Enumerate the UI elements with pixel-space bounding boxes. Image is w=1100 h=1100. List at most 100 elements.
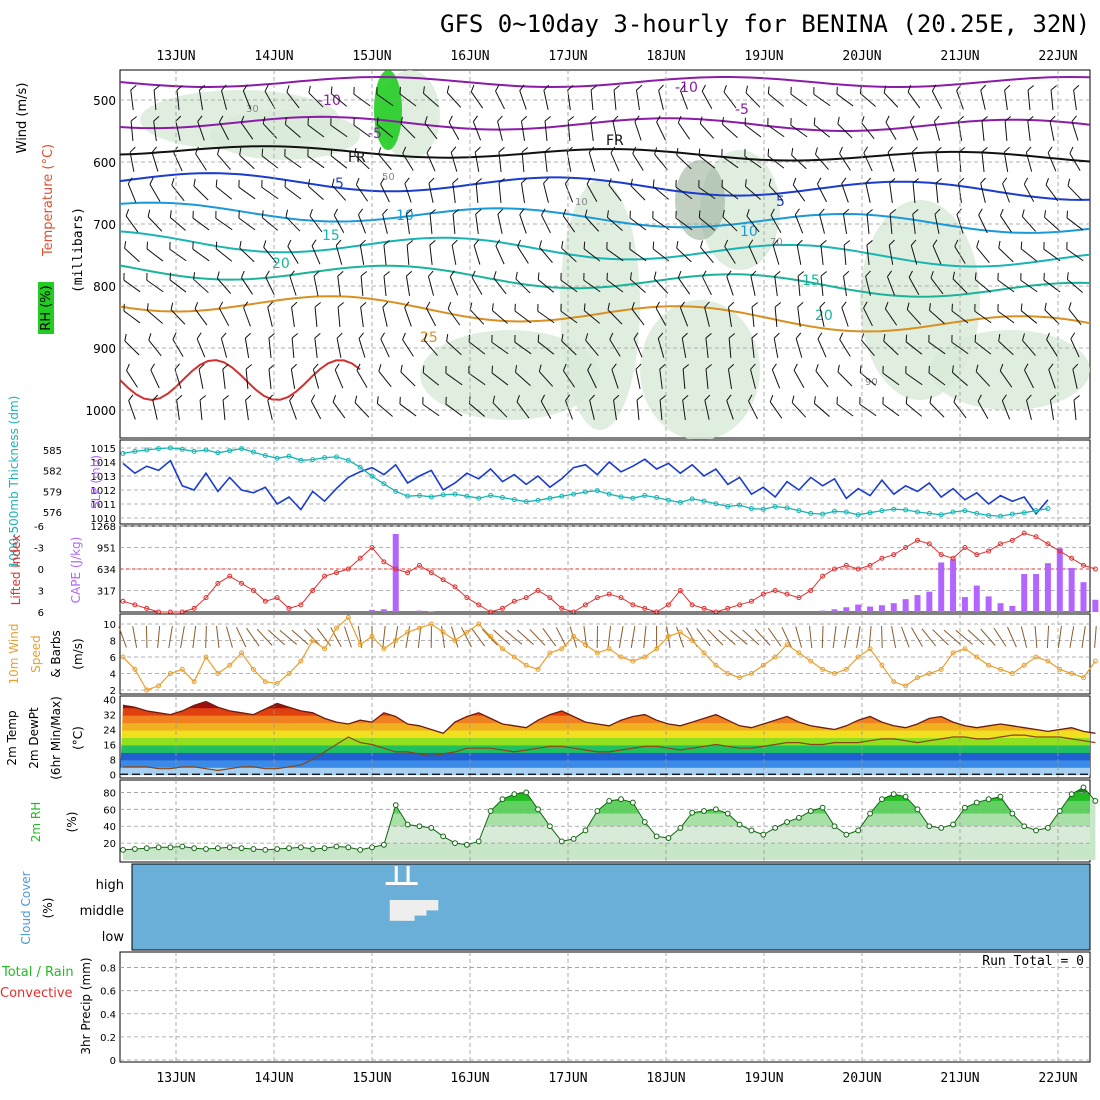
barb-flag [905,334,908,342]
wind-barb [721,148,739,169]
wind-barb [498,147,505,172]
barb-flag [841,301,847,308]
barb-staff [774,306,778,328]
barb-staff [817,338,827,358]
rh-contour-label: 50 [382,172,395,183]
wind-barb [310,394,322,420]
wind-barb [376,117,394,138]
barb-flag [1067,178,1071,186]
rh-point [226,844,233,851]
li-point [144,605,150,611]
barb-staff [555,627,567,648]
temp-axis-label-2: 2m DewPt [27,707,41,769]
barb-staff [1044,309,1060,325]
barb-staff [445,403,463,417]
barb-flag [198,363,205,370]
wind-barb [330,148,348,169]
li-tick: -6 [34,522,44,533]
barb-flag [934,208,941,215]
wind-barb [722,209,738,232]
li-point [440,577,446,583]
wind-axis-label-3: & Barbs [49,630,63,678]
barb-flag [980,84,987,91]
barb-flag [1043,272,1045,281]
surface-wind-barb [330,627,342,648]
li-point [547,595,553,601]
barb-staff [630,279,646,293]
wind-barb [609,332,621,357]
barb-flag [353,86,355,95]
li-point [986,548,992,554]
wind-barb [537,334,555,355]
barb-staff [836,403,854,417]
li-point [476,602,482,608]
wind-barb [332,394,346,419]
wind-barb [153,115,160,141]
wind-barb [239,240,255,263]
barb-flag [146,273,148,281]
barb-staff [1002,183,1010,203]
wind-barb [704,394,711,420]
barb-flag [424,116,428,124]
barb-flag [446,85,450,93]
wind-barb [584,209,600,232]
wind-barb [541,208,551,234]
wind-barb [429,209,436,235]
barb-staff [311,245,321,265]
wind-barb [792,177,806,202]
barb-flag [723,85,727,93]
barb-flag [151,146,158,153]
rh-tick: 60 [103,805,116,816]
barb-flag [698,180,700,188]
surface-wind-barb [868,626,872,649]
surface-wind-barb [1069,626,1075,648]
barb-flag [222,364,229,370]
barb-staff [539,247,553,263]
surface-wind-barb [718,629,736,645]
wind-barb [170,302,186,325]
barb-flag [721,179,723,188]
rh-point [855,827,862,834]
rh-point [321,845,328,852]
barb-flag [313,363,319,370]
thickness-point [1009,511,1015,517]
barb-staff [377,403,393,417]
rh-point [238,845,245,852]
li-point [1033,534,1039,540]
thickness-point [950,509,956,515]
barb-flag [539,240,542,248]
wind-barb [314,333,321,358]
wind-speed-point [547,650,553,656]
barb-staff [608,184,622,202]
rh-tick: 40 [103,822,116,833]
barb-flag [175,115,182,122]
li-point [630,602,636,608]
barb-staff [630,626,636,648]
barb-staff [726,276,734,296]
barb-staff [128,400,136,420]
barb-flag [608,178,612,186]
barb-staff [791,402,807,418]
wind-barb [492,395,508,418]
barb-staff [609,339,621,357]
wind-barb [335,239,343,265]
barb-staff [217,278,231,294]
cape-bar [831,609,838,612]
barb-flag [399,86,401,95]
wind-barb [1020,303,1038,324]
barb-staff [516,401,530,419]
li-point [227,573,233,579]
wind-barb [931,84,943,110]
barb-flag [636,84,643,91]
barb-flag [1020,241,1023,249]
li-point [428,570,434,576]
barb-staff [337,306,341,328]
wind-barb [495,84,505,110]
thickness-point [298,457,304,463]
barb-staff [796,245,802,265]
date-label-bottom: 19JUN [744,1071,783,1086]
barb-staff [245,400,249,420]
barb-staff [635,369,641,389]
wind-tick: 6 [110,653,116,664]
barb-staff [173,152,183,172]
